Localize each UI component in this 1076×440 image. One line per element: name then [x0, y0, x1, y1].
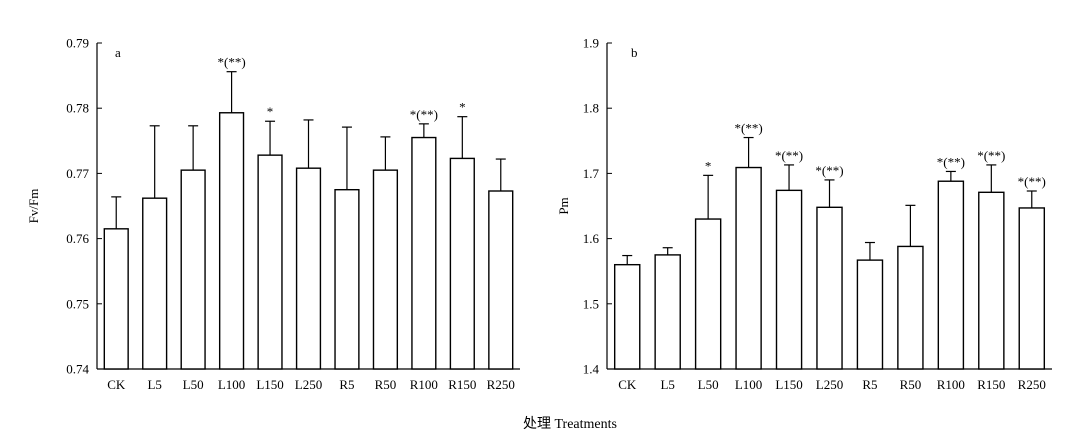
bar-l250 [295, 167, 322, 370]
x-tick-label-r100: R100 [937, 377, 965, 392]
significance-label-l50: * [705, 158, 712, 173]
bar-r100 [411, 136, 437, 370]
y-tick-label: 1.5 [583, 296, 599, 311]
x-tick-label-l250: L250 [295, 377, 322, 392]
bar-l50 [180, 169, 206, 370]
significance-label-r100: *(**) [937, 154, 965, 169]
x-tick-label-r5: R5 [339, 377, 354, 392]
bar-ck [103, 228, 129, 370]
bar-r5 [334, 188, 360, 370]
significance-label-r100: *(**) [410, 107, 438, 122]
x-tick-label-l100: L100 [218, 377, 245, 392]
significance-label-l100: *(**) [735, 121, 763, 136]
x-tick-label-l50: L50 [698, 377, 719, 392]
bar-r250 [488, 190, 514, 370]
bar-r50 [897, 245, 924, 370]
bar-l150 [775, 189, 803, 370]
bar-r150 [978, 191, 1005, 370]
bar-l5 [142, 197, 168, 370]
x-tick-label-r250: R250 [1018, 377, 1046, 392]
x-tick-label-r5: R5 [862, 377, 877, 392]
x-tick-label-ck: CK [107, 377, 126, 392]
x-tick-label-r50: R50 [900, 377, 922, 392]
y-axis-label: Fv/Fm [26, 189, 41, 224]
x-tick-label-ck: CK [618, 377, 637, 392]
y-tick-label: 0.78 [66, 101, 89, 116]
significance-label-r250: *(**) [1018, 174, 1046, 189]
shared-x-axis-label: 处理 Treatments [523, 416, 617, 432]
bar-r50 [372, 169, 399, 370]
significance-label-l150: *(**) [775, 148, 803, 163]
panel-b-pm-chart: 1.4 1.5 1.6 1.7 1.8 1.9 Pm b CK L5 * L50 *(**) L100 *(… [556, 36, 1052, 392]
bar-r250 [1018, 207, 1046, 370]
significance-label-r150: *(**) [977, 148, 1005, 163]
bar-r5 [856, 259, 884, 370]
y-tick-label: 0.75 [66, 296, 89, 311]
x-tick-label-r250: R250 [487, 377, 515, 392]
x-tick-label-l5: L5 [147, 377, 161, 392]
bar-r150 [449, 157, 475, 370]
x-tick-label-r100: R100 [410, 377, 438, 392]
y-tick-label: 0.77 [66, 166, 89, 181]
bar-l150 [257, 154, 283, 370]
x-tick-label-l250: L250 [816, 377, 843, 392]
x-tick-label-l150: L150 [775, 377, 802, 392]
bar-l5 [654, 254, 681, 370]
panel-label: a [115, 45, 121, 60]
significance-label-r150: * [459, 100, 466, 115]
bar-l250 [816, 206, 843, 370]
significance-label-l150: * [267, 104, 274, 119]
y-tick-label: 1.8 [583, 101, 599, 116]
y-tick-label: 1.4 [583, 362, 600, 377]
x-tick-label-l100: L100 [735, 377, 762, 392]
significance-label-l250: *(**) [815, 163, 843, 178]
panel-label: b [631, 45, 638, 60]
bar-l50 [694, 218, 722, 370]
y-tick-label: 0.79 [66, 36, 89, 51]
x-tick-label-r150: R150 [448, 377, 476, 392]
significance-label-l100: *(**) [218, 55, 246, 70]
panel-a-fv-fm-chart: 0.74 0.75 0.76 0.77 0.78 0.79 Fv/Fm a CK L5 L50 *(*… [26, 36, 520, 392]
x-tick-label-r50: R50 [375, 377, 397, 392]
x-tick-label-l50: L50 [183, 377, 204, 392]
y-tick-label: 0.76 [66, 231, 89, 246]
bar-l100 [735, 166, 762, 370]
y-tick-label: 1.9 [583, 36, 599, 51]
bar-r100 [937, 180, 965, 370]
y-tick-label: 1.7 [583, 166, 600, 181]
bar-ck [613, 263, 641, 370]
bar-l100 [218, 112, 245, 370]
x-tick-label-r150: R150 [977, 377, 1005, 392]
y-axis-label: Pm [556, 197, 571, 214]
x-tick-label-l150: L150 [256, 377, 283, 392]
y-tick-label: 1.6 [583, 231, 600, 246]
x-tick-label-l5: L5 [660, 377, 674, 392]
y-tick-label: 0.74 [66, 362, 89, 377]
